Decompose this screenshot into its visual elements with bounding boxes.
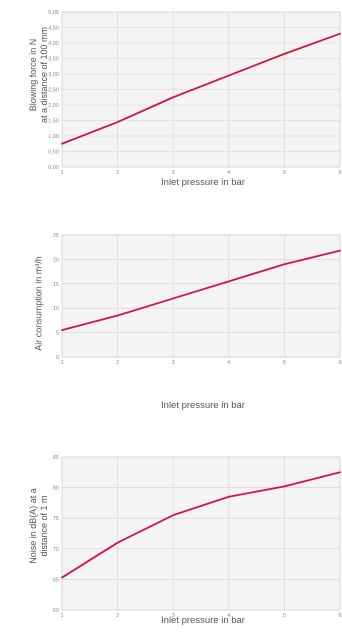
y-tick-label: 4,50: [48, 26, 59, 32]
y-tick-label: 2,00: [48, 103, 59, 109]
x-tick-label: 6: [338, 360, 341, 366]
x-tick-label: 2: [116, 170, 119, 176]
y-tick-label: 20: [53, 257, 59, 263]
y-tick-label: 1,50: [48, 119, 59, 125]
y-tick-label: 4,00: [48, 41, 59, 47]
x-tick-label: 3: [172, 360, 175, 366]
y-tick-label: 5: [56, 331, 59, 337]
y-tick-label: 1,00: [48, 134, 59, 140]
y-tick-label: 5,00: [48, 10, 59, 16]
y-tick-label: 25: [53, 233, 59, 239]
plot-area: [61, 456, 341, 611]
x-tick-label: 1: [60, 613, 63, 619]
y-tick-label: 60: [53, 608, 59, 614]
x-tick-label: 1: [60, 360, 63, 366]
y-tick-label: 85: [53, 455, 59, 461]
blowing-force-plot: 0,00 0,50 1,00 1,50 2,00 2,50 3,00 3,50 4,00 4,50…: [48, 10, 341, 176]
x-tick-label: 4: [227, 613, 230, 619]
air-consumption-plot: 0 5 10 15 20 25 1 2 3 4 5 6: [53, 233, 342, 366]
y-tick-label: 65: [53, 577, 59, 583]
x-tick-label: 6: [338, 613, 341, 619]
x-tick-label: 3: [172, 170, 175, 176]
x-tick-label: 3: [172, 613, 175, 619]
noise-chart: Noise in dB(A) at a distance of 1 m 60 65…: [0, 425, 342, 637]
x-tick-label: 5: [283, 360, 286, 366]
x-axis-label: Inlet pressure in bar: [161, 177, 245, 188]
x-tick-label: 5: [283, 170, 286, 176]
y-tick-label: 0,50: [48, 150, 59, 156]
y-tick-label: 2,50: [48, 88, 59, 94]
series-line: [61, 32, 341, 145]
x-tick-label: 1: [60, 170, 63, 176]
x-tick-label: 6: [338, 170, 341, 176]
y-tick-label: 0,00: [48, 165, 59, 171]
plot-area: [61, 234, 341, 358]
x-tick-label: 5: [283, 613, 286, 619]
y-tick-label: 3,00: [48, 72, 59, 78]
series-line: [61, 471, 341, 579]
noise-plot: 60 65 70 75 80 85 1 2 3 4 5 6: [53, 455, 342, 619]
x-axis-label: Inlet pressure in bar: [161, 615, 245, 626]
y-tick-label: 70: [53, 547, 59, 553]
x-tick-label: 4: [227, 170, 230, 176]
series-line: [61, 249, 341, 332]
x-axis-label: Inlet pressure in bar: [161, 400, 245, 411]
y-tick-label: 80: [53, 486, 59, 492]
x-tick-label: 2: [116, 613, 119, 619]
y-tick-label: 3,50: [48, 57, 59, 63]
y-tick-label: 0: [56, 355, 59, 361]
y-tick-label: 75: [53, 516, 59, 522]
blowing-force-chart: Blowing force in N at a distance of 100 …: [0, 0, 342, 210]
x-tick-label: 4: [227, 360, 230, 366]
y-tick-label: 15: [53, 282, 59, 288]
x-tick-label: 2: [116, 360, 119, 366]
y-tick-label: 10: [53, 306, 59, 312]
air-consumption-chart: Air consumption in m³/h 0 5 10 15 20 25 1 2 3 4 5 6…: [0, 210, 342, 425]
